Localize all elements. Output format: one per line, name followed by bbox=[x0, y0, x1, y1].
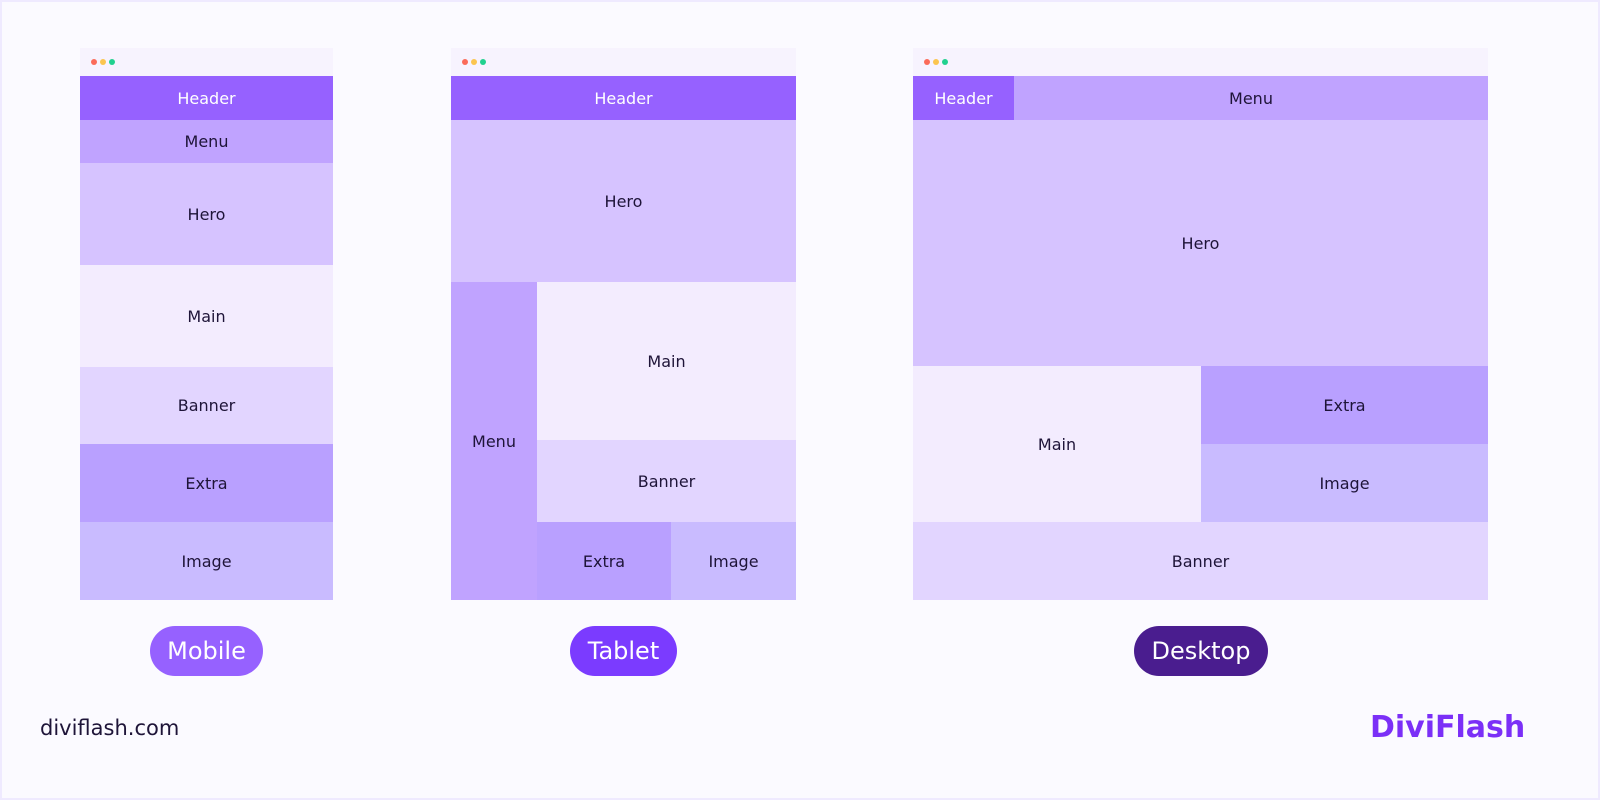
tablet-extra: Extra bbox=[537, 522, 671, 600]
close-dot-icon bbox=[462, 59, 468, 65]
diviflash-logo: DiviFlash bbox=[1370, 710, 1526, 745]
mobile-image: Image bbox=[80, 522, 333, 600]
desktop-image: Image bbox=[1201, 444, 1488, 522]
mobile-extra: Extra bbox=[80, 444, 333, 522]
desktop-menu: Menu bbox=[1014, 76, 1488, 120]
desktop-banner: Banner bbox=[913, 522, 1488, 600]
tablet-banner: Banner bbox=[537, 440, 796, 522]
desktop-header: Header bbox=[913, 76, 1014, 120]
tablet-label: Tablet bbox=[570, 626, 677, 676]
maximize-dot-icon bbox=[109, 59, 115, 65]
desktop-extra: Extra bbox=[1201, 366, 1488, 444]
mobile-label: Mobile bbox=[150, 626, 263, 676]
desktop-window-bar bbox=[913, 48, 1488, 76]
mobile-banner: Banner bbox=[80, 367, 333, 444]
mobile-main: Main bbox=[80, 265, 333, 367]
minimize-dot-icon bbox=[933, 59, 939, 65]
minimize-dot-icon bbox=[471, 59, 477, 65]
tablet-header: Header bbox=[451, 76, 796, 120]
desktop-label: Desktop bbox=[1134, 626, 1268, 676]
site-url: diviflash.com bbox=[40, 716, 180, 740]
tablet-main: Main bbox=[537, 282, 796, 440]
close-dot-icon bbox=[91, 59, 97, 65]
mobile-menu: Menu bbox=[80, 120, 333, 163]
maximize-dot-icon bbox=[942, 59, 948, 65]
tablet-hero: Hero bbox=[451, 120, 796, 282]
tablet-menu: Menu bbox=[451, 282, 537, 600]
close-dot-icon bbox=[924, 59, 930, 65]
tablet-window-bar bbox=[451, 48, 796, 76]
mobile-window-bar bbox=[80, 48, 333, 76]
minimize-dot-icon bbox=[100, 59, 106, 65]
tablet-image: Image bbox=[671, 522, 796, 600]
desktop-hero: Hero bbox=[913, 120, 1488, 366]
desktop-main: Main bbox=[913, 366, 1201, 522]
mobile-header: Header bbox=[80, 76, 333, 120]
mobile-hero: Hero bbox=[80, 163, 333, 265]
maximize-dot-icon bbox=[480, 59, 486, 65]
